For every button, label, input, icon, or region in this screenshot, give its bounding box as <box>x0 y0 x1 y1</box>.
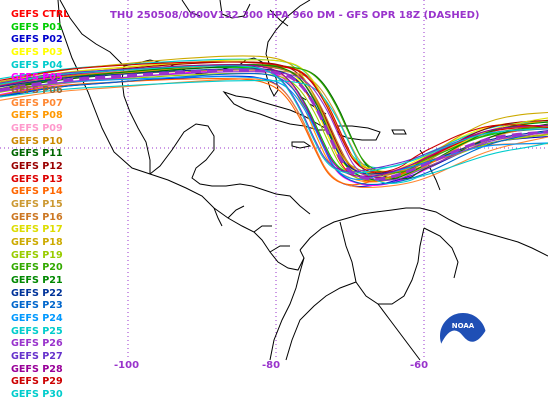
legend-item: GEFS P07 <box>11 97 63 109</box>
ensemble-contours <box>0 55 548 189</box>
legend-item: GEFS P18 <box>11 237 63 249</box>
coastline <box>57 0 305 271</box>
noaa-logo: NOAA <box>438 311 488 361</box>
legend-item: GEFS P28 <box>11 363 63 375</box>
legend-item: GEFS P22 <box>11 287 63 299</box>
noaa-logo-wave <box>441 330 486 360</box>
legend-item: GEFS P04 <box>11 59 63 71</box>
ensemble-member-contour <box>0 76 548 180</box>
coastline <box>291 141 312 149</box>
coastline <box>339 221 425 305</box>
legend-item: GEFS P17 <box>11 224 63 236</box>
legend-item: GEFS P13 <box>11 173 63 185</box>
legend-item: GEFS P21 <box>11 275 63 287</box>
legend-item: GEFS P02 <box>11 34 63 46</box>
coastline <box>269 245 290 253</box>
ensemble-member-contour <box>0 78 548 186</box>
coastline <box>285 281 357 361</box>
coastline <box>269 257 305 361</box>
legend-item: GEFS P06 <box>11 85 63 97</box>
legend-item: GEFS P15 <box>11 199 63 211</box>
legend-item: GEFS P27 <box>11 351 63 363</box>
longitude-label: -80 <box>262 360 281 371</box>
legend-item: GEFS P16 <box>11 211 63 223</box>
coastline <box>227 205 245 219</box>
legend-item: GEFS P20 <box>11 262 63 274</box>
coastline <box>377 303 421 361</box>
legend-item: GEFS P08 <box>11 110 63 122</box>
legend-item: GEFS P23 <box>11 300 63 312</box>
coastline <box>121 65 151 174</box>
legend-item: GEFS P03 <box>11 47 63 59</box>
ensemble-legend: GEFS CTRL GEFS P01 GEFS P02 GEFS P03 GEFS P0… <box>11 9 91 402</box>
legend-item: GEFS P12 <box>11 161 63 173</box>
noaa-logo-ring <box>438 311 488 361</box>
legend-item: GEFS P26 <box>11 338 63 350</box>
legend-item: GEFS P14 <box>11 186 63 198</box>
legend-item: GEFS P05 <box>11 72 63 84</box>
ensemble-member-contour <box>0 64 548 183</box>
coastline <box>423 227 459 279</box>
legend-item: GEFS P19 <box>11 249 63 261</box>
legend-item: GEFS P30 <box>11 389 63 401</box>
noaa-logo-text: NOAA <box>452 322 475 330</box>
map-title: THU 250508/0600V132 300 HPA 960 DM - GFS… <box>110 10 480 21</box>
ensemble-member-contour <box>0 65 548 174</box>
legend-item: GEFS CTRL <box>11 9 70 20</box>
longitude-label: -100 <box>114 360 140 371</box>
legend-item: GEFS P25 <box>11 325 63 337</box>
ensemble-member-contour <box>0 71 548 181</box>
coastline <box>149 123 311 215</box>
ensemble-member-contour <box>0 61 548 173</box>
legend-item: GEFS P10 <box>11 135 63 147</box>
coastline <box>181 0 201 17</box>
longitude-label: -60 <box>410 360 429 371</box>
coastline <box>391 129 407 135</box>
coastline <box>219 0 251 19</box>
coastline <box>269 9 289 27</box>
ensemble-member-contour <box>0 80 548 185</box>
legend-item: GEFS P24 <box>11 313 63 325</box>
ensemble-member-contour <box>0 55 548 175</box>
legend-item: GEFS P01 <box>11 21 63 33</box>
legend-item: GEFS P11 <box>11 148 63 160</box>
coastline <box>213 207 223 227</box>
legend-item: GEFS P09 <box>11 123 63 135</box>
legend-item: GEFS P29 <box>11 376 63 388</box>
operational-contour <box>0 69 548 181</box>
coastline <box>253 225 272 233</box>
coastline <box>299 207 548 257</box>
